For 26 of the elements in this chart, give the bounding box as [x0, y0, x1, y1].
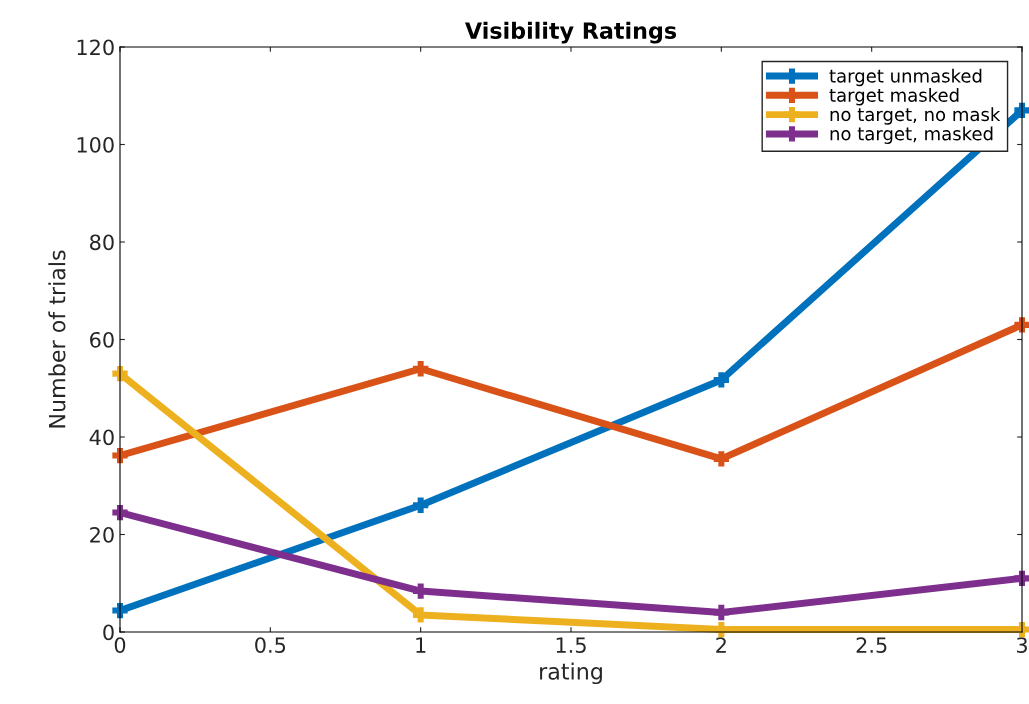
x-axis-title: rating	[540, 662, 602, 685]
legend-label: no target, no mask	[830, 107, 1001, 125]
legend-label: target masked	[829, 87, 959, 106]
point	[413, 361, 429, 377]
x-tick-label: 1.5	[556, 637, 586, 653]
y-tick-label: 80	[90, 234, 114, 251]
legend-label: no target, masked	[830, 126, 993, 144]
y-tick-label: 40	[89, 429, 114, 446]
x-tick-label: 0.5	[255, 637, 286, 653]
x-tick-label: 2	[716, 637, 726, 653]
y-tick-label: 120	[77, 39, 114, 56]
legend-label: target unmasked	[829, 68, 982, 87]
x-tick-label: 1	[416, 637, 426, 653]
x-tick-label: 0	[114, 637, 126, 653]
point	[713, 372, 729, 388]
point	[713, 451, 729, 467]
point	[413, 497, 429, 513]
point	[713, 604, 729, 621]
y-tick-label: 60	[90, 331, 114, 348]
y-tick-label: 100	[77, 136, 114, 153]
chart-title: Visibility Ratings	[465, 21, 677, 44]
y-tick-label: 0	[103, 624, 114, 641]
x-tick-label: 2.5	[856, 637, 887, 653]
y-axis-title: Number of trials	[48, 250, 66, 428]
y-tick-label: 20	[90, 526, 114, 543]
x-tick-label: 3	[1016, 637, 1027, 653]
